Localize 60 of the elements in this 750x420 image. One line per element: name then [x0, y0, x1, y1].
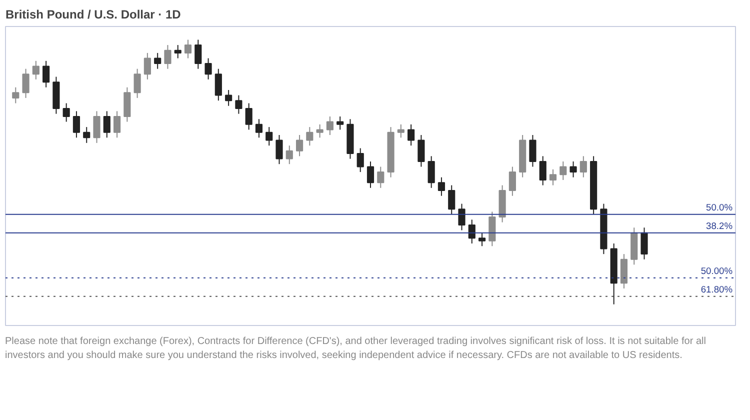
candlestick: [418, 134, 425, 168]
chart-title: British Pound / U.S. Dollar · 1D: [6, 8, 182, 22]
candlestick: [93, 110, 100, 144]
candlestick: [640, 227, 648, 260]
candlestick: [306, 126, 314, 146]
candlestick: [458, 203, 466, 231]
candlestick: [154, 52, 162, 70]
candlestick: [174, 44, 182, 59]
candlestick: [336, 116, 344, 130]
candlestick: [560, 160, 567, 180]
annotation: 38.2%: [706, 220, 733, 231]
candlestick: [468, 219, 476, 244]
candlestick: [22, 68, 30, 98]
annotation: 50.00%: [700, 266, 733, 276]
candlestick: [184, 39, 192, 59]
candlestick: [214, 68, 222, 102]
candlestick: [255, 118, 263, 138]
candlestick: [32, 60, 40, 80]
candlestick: [438, 176, 446, 196]
candlestick: [134, 68, 141, 98]
candlestick: [428, 156, 435, 188]
candlestick: [286, 145, 293, 165]
candlestick: [366, 160, 374, 188]
candlestick: [164, 44, 172, 70]
candlestick: [42, 60, 50, 88]
candlestick: [276, 134, 283, 165]
candlestick: [204, 58, 212, 80]
candlestick: [194, 39, 202, 70]
candlestick: [448, 184, 456, 215]
candlestick: [488, 211, 496, 247]
candlestick: [225, 90, 232, 106]
candlestick: [235, 94, 242, 114]
candlestick: [377, 166, 384, 188]
candlestick: [529, 134, 536, 168]
candlestick: [549, 168, 557, 186]
text: Please note that foreign exchange (Forex), Contracts for Difference (CFD's), and other leveraged trading involves significant risk of loss. It is not suitable for all investors and you should make sure you understand the risks involved, seeking independent advice if necessary. CFDs are not available to US residents.: [5, 335, 707, 364]
candlestick: [12, 86, 20, 104]
candlestick: [478, 232, 486, 247]
candlestick: [296, 134, 304, 157]
candlestick: [266, 126, 273, 146]
candlestick: [539, 156, 546, 186]
candlestick: [124, 86, 131, 122]
candlestick: [326, 116, 334, 136]
candlestick: [72, 110, 80, 138]
candlestick: [113, 110, 121, 138]
candlestick: [397, 124, 404, 138]
candlestick: [580, 156, 587, 178]
candlestick: [83, 126, 90, 144]
annotation: 61.80%: [700, 284, 733, 294]
annotation: 50.0%: [706, 202, 733, 212]
candlestick: [356, 148, 364, 173]
candlestick: [408, 124, 415, 146]
candlestick: [103, 110, 110, 138]
candlestick: [144, 52, 151, 80]
candlestick: [570, 160, 577, 178]
candlestick: [62, 102, 70, 122]
candlestick: [620, 254, 628, 289]
candlestick: [316, 124, 324, 138]
candlestick: [245, 102, 252, 130]
candlestick: [508, 166, 516, 196]
